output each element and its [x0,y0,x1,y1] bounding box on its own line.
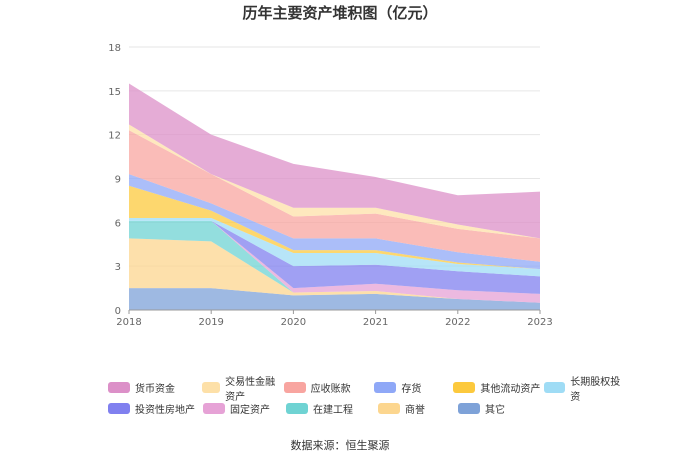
legend-item[interactable]: 存货 [374,380,453,395]
area-series-2 [129,220,540,303]
legend-item[interactable]: 商誉 [378,401,458,416]
legend-swatch [374,382,397,393]
y-axis: 0 3 6 9 12 15 18 [108,43,121,317]
legend-swatch [458,403,480,414]
legend-swatch [286,403,308,414]
legend-row: 投资性房地产 固定资产 在建工程 商誉 其它 [108,398,628,419]
legend-swatch [544,382,566,393]
y-tick-label: 3 [115,262,121,273]
area-series-7 [129,174,540,270]
legend-swatch [453,382,476,393]
source-note: 数据来源：恒生聚源 [290,439,390,452]
area-series-4 [129,220,540,294]
legend-item[interactable]: 在建工程 [286,401,378,416]
x-tick-label: 2023 [527,317,552,328]
legend-label: 在建工程 [313,405,353,416]
legend-label: 交易性金融资产 [225,376,276,403]
y-tick-label: 0 [115,306,121,317]
legend-item[interactable]: 其它 [458,401,550,416]
y-tick-label: 9 [115,175,121,186]
legend-item[interactable]: 货币资金 [108,380,202,395]
legend-swatch [108,382,130,393]
area-series-0 [129,288,540,310]
legend-swatch [108,403,130,414]
legend-row: 货币资金 交易性金融资产 应收账款 存货 其他流动资产 长期股权投资 [108,377,628,403]
x-tick-label: 2022 [445,317,470,328]
x-tick-label: 2019 [198,317,223,328]
legend-label: 投资性房地产 [135,405,195,416]
chart-title: 历年主要资产堆积图（亿元） [242,4,438,22]
y-tick-label: 15 [108,87,121,98]
legend-label: 长期股权投资 [570,376,621,403]
area-series-3 [129,220,540,303]
legend-item[interactable]: 投资性房地产 [108,401,203,416]
legend-item[interactable]: 长期股权投资 [544,373,628,403]
area-series [129,83,540,310]
legend-label: 固定资产 [230,405,270,416]
legend: 货币资金 交易性金融资产 应收账款 存货 其他流动资产 长期股权投资投资性房地产 固定资产 在… [108,377,628,419]
y-tick-label: 12 [108,131,121,142]
area-series-6 [129,185,540,270]
y-tick-label: 6 [115,218,121,229]
legend-label: 应收账款 [310,384,351,395]
x-tick-label: 2021 [363,317,388,328]
area-series-5 [129,217,540,277]
legend-swatch [378,403,400,414]
legend-label: 其他流动资产 [480,384,541,395]
x-tick-label: 2018 [116,317,141,328]
legend-swatch [283,382,306,393]
area-series-1 [129,238,540,303]
area-series-8 [129,130,540,262]
x-tick-label: 2020 [281,317,306,328]
legend-item[interactable]: 其他流动资产 [453,380,544,395]
legend-swatch [201,382,221,393]
legend-swatch [203,403,225,414]
area-series-10 [129,83,540,239]
y-tick-label: 18 [108,43,121,54]
stacked-area-chart: 2018 2019 2020 2021 2022 2023 0 3 6 9 12 15 18 [108,43,553,328]
legend-item[interactable]: 交易性金融资产 [201,373,284,403]
legend-label: 货币资金 [135,384,175,395]
legend-item[interactable]: 固定资产 [203,401,286,416]
legend-label: 存货 [401,384,422,395]
legend-label: 其它 [485,405,505,416]
legend-label: 商誉 [405,405,425,416]
legend-item[interactable]: 应收账款 [283,380,375,395]
x-axis: 2018 2019 2020 2021 2022 2023 [116,309,553,328]
